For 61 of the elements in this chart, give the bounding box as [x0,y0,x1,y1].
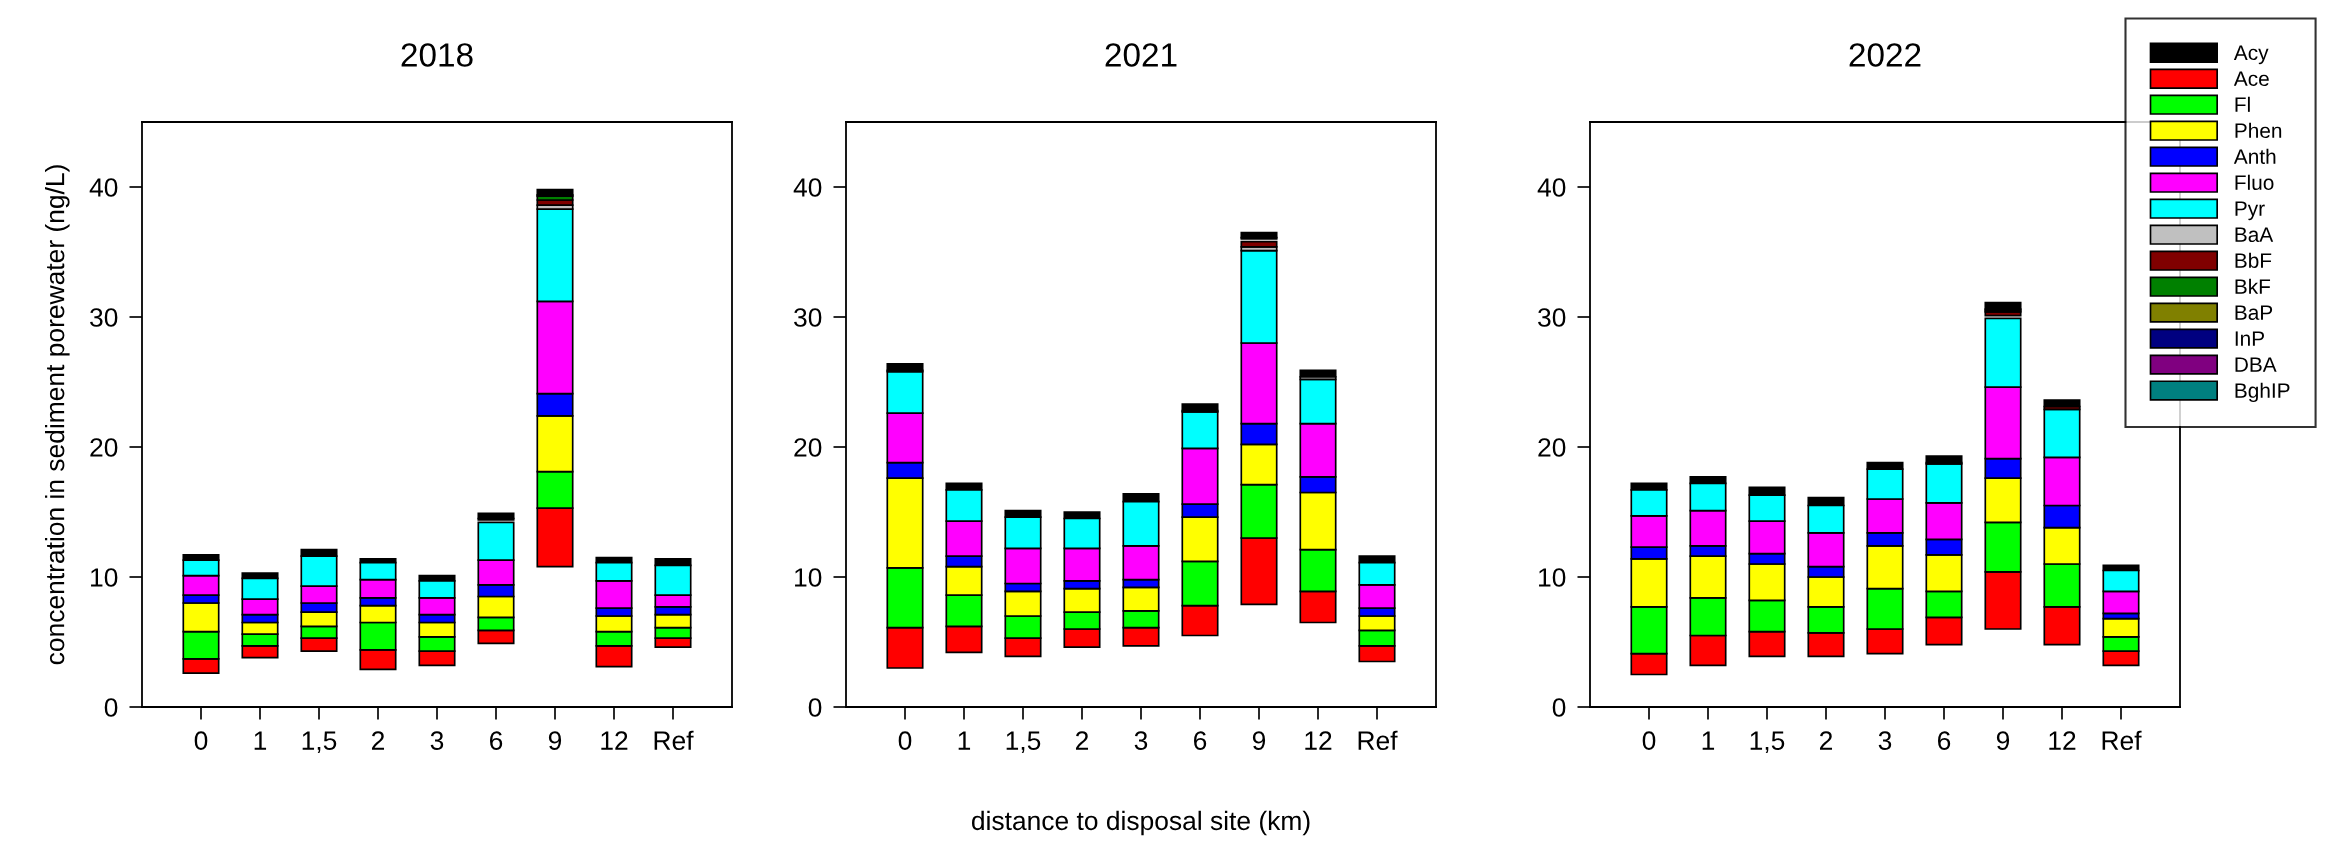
y-tick-label: 10 [1539,568,1566,587]
y-tick-label: 40 [793,178,822,197]
legend-label: InP [2235,331,2264,346]
chart-title: 2021 [1105,43,1177,67]
legend-label: Pyr [2235,201,2265,221]
x-tick-label: 3 [430,731,444,750]
x-tick-label: 1,5 [1006,731,1041,754]
x-tick-label: 12 [2049,731,2076,750]
legend-label: BghIP [2235,382,2290,403]
x-tick-label: 2 [371,731,385,750]
y-tick-label: 0 [808,698,822,717]
x-tick-label: 12 [1305,731,1332,750]
x-axis-title: distance to disposal site (km) [971,810,1310,836]
x-tick-label: 9 [1996,731,2010,750]
x-tick-label: 1 [1702,731,1715,750]
legend-label: DBA [2235,357,2277,372]
x-tick-label: 6 [1194,731,1207,750]
legend-label: BaA [2235,227,2274,243]
y-tick-label: 30 [1538,308,1566,327]
legend-label: BkF [2235,278,2271,294]
legend-label: Fluo [2235,174,2274,191]
x-tick-label: 1,5 [1750,731,1785,754]
x-tick-label: Ref [1358,730,1398,750]
x-tick-label: 3 [1134,731,1148,750]
x-tick-label: 0 [898,731,912,750]
x-tick-label: 2 [1819,731,1833,750]
x-tick-label: 6 [490,731,503,750]
x-tick-label: 12 [601,731,628,750]
y-tick-label: 20 [1538,438,1566,457]
legend-label: BbF [2235,252,2272,268]
legend-label: Ace [2233,71,2269,87]
x-tick-label: Ref [2102,730,2142,750]
y-tick-label: 0 [1552,698,1566,717]
x-tick-label: 0 [1642,731,1656,750]
legend-label: BaP [2235,305,2273,320]
x-tick-label: Ref [654,730,694,750]
legend-label: Acy [2233,45,2269,65]
x-tick-label: 2 [1075,731,1089,750]
y-tick-label: 0 [104,698,118,717]
y-tick-label: 40 [89,178,118,197]
x-tick-label: 0 [194,731,208,750]
y-tick-label: 40 [1537,178,1566,197]
y-tick-label: 30 [794,308,822,327]
y-axis-title: concentration in sediment porewater (ng/L) [45,165,70,665]
legend-label: Fl [2235,96,2250,112]
y-tick-label: 30 [90,308,118,327]
x-tick-label: 9 [1252,731,1266,750]
y-tick-label: 10 [795,568,822,587]
x-tick-label: 6 [1938,731,1951,750]
x-tick-label: 3 [1878,731,1892,750]
y-tick-label: 10 [91,568,118,587]
x-tick-label: 9 [548,731,562,750]
chart-title: 2018 [401,43,473,67]
legend-label: Anth [2233,148,2276,164]
legend-label: Phen [2235,122,2282,139]
y-tick-label: 20 [794,438,822,457]
chart-title: 2022 [1849,43,1921,67]
x-tick-label: 1 [958,731,971,750]
x-tick-label: 1 [254,731,267,750]
x-tick-label: 1,5 [302,731,337,754]
y-tick-label: 20 [90,438,118,457]
